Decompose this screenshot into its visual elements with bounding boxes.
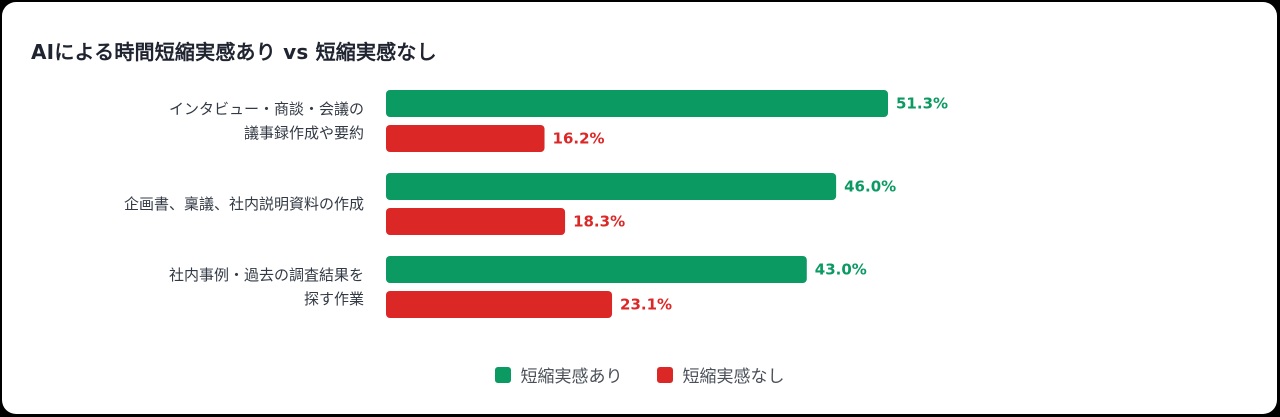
bar-no[interactable] bbox=[386, 125, 545, 152]
legend-item-no[interactable]: 短縮実感なし bbox=[656, 362, 785, 387]
legend-item-yes[interactable]: 短縮実感あり bbox=[494, 362, 623, 387]
chart-title: AIによる時間短縮実感あり vs 短縮実感なし bbox=[31, 40, 437, 64]
bar-no[interactable] bbox=[386, 291, 613, 318]
category-label: 企画書、稟議、社内説明資料の作成 bbox=[124, 195, 364, 213]
value-label: 43.0% bbox=[815, 261, 867, 279]
bar-yes[interactable] bbox=[386, 256, 807, 283]
value-label: 23.1% bbox=[620, 296, 672, 314]
legend: 短縮実感あり 短縮実感なし bbox=[2, 362, 1277, 387]
legend-label-yes: 短縮実感あり bbox=[520, 367, 623, 387]
legend-label-no: 短縮実感なし bbox=[682, 367, 785, 387]
bar-no[interactable] bbox=[386, 208, 566, 235]
value-label: 46.0% bbox=[844, 178, 896, 196]
legend-swatch-yes bbox=[494, 366, 511, 383]
value-label: 51.3% bbox=[896, 95, 948, 113]
bar-yes[interactable] bbox=[386, 173, 837, 200]
bar-yes[interactable] bbox=[386, 90, 888, 117]
category-label: インタビュー・商談・会議の議事録作成や要約 bbox=[169, 100, 364, 142]
value-label: 18.3% bbox=[573, 213, 625, 231]
value-label: 16.2% bbox=[553, 130, 605, 148]
legend-swatch-no bbox=[656, 366, 673, 383]
category-label: 社内事例・過去の調査結果を探す作業 bbox=[169, 266, 364, 308]
